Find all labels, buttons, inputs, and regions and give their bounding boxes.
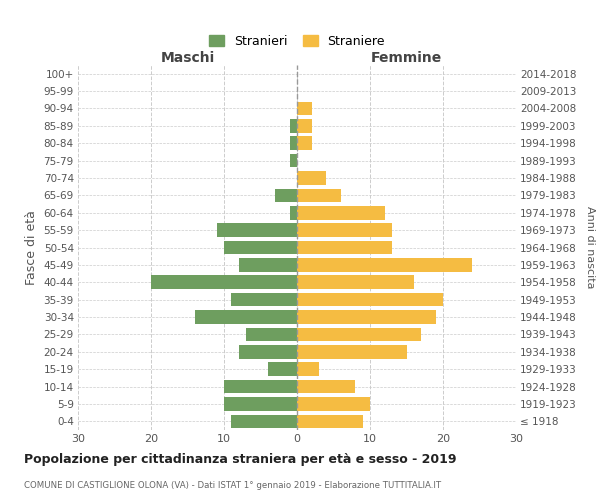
- Bar: [232, 414, 297, 428]
- Bar: [297, 276, 414, 289]
- Text: COMUNE DI CASTIGLIONE OLONA (VA) - Dati ISTAT 1° gennaio 2019 - Elaborazione TUT: COMUNE DI CASTIGLIONE OLONA (VA) - Dati …: [24, 480, 441, 490]
- Y-axis label: Fasce di età: Fasce di età: [25, 210, 38, 285]
- Bar: [290, 206, 297, 220]
- Bar: [297, 171, 326, 185]
- Bar: [297, 119, 311, 132]
- Bar: [297, 258, 472, 272]
- Bar: [224, 240, 297, 254]
- Bar: [297, 397, 370, 410]
- Bar: [224, 380, 297, 394]
- Bar: [297, 188, 341, 202]
- Bar: [297, 206, 385, 220]
- Bar: [297, 136, 311, 150]
- Bar: [290, 154, 297, 168]
- Bar: [297, 345, 407, 358]
- Bar: [297, 224, 392, 237]
- Bar: [297, 102, 311, 115]
- Bar: [297, 414, 362, 428]
- Bar: [290, 119, 297, 132]
- Bar: [239, 258, 297, 272]
- Bar: [297, 240, 392, 254]
- Bar: [268, 362, 297, 376]
- Bar: [297, 328, 421, 341]
- Bar: [297, 293, 443, 306]
- Bar: [224, 397, 297, 410]
- Text: Maschi: Maschi: [160, 51, 215, 65]
- Bar: [217, 224, 297, 237]
- Legend: Stranieri, Straniere: Stranieri, Straniere: [205, 31, 389, 52]
- Bar: [239, 345, 297, 358]
- Bar: [195, 310, 297, 324]
- Bar: [297, 380, 355, 394]
- Bar: [151, 276, 297, 289]
- Bar: [290, 136, 297, 150]
- Bar: [297, 362, 319, 376]
- Text: Popolazione per cittadinanza straniera per età e sesso - 2019: Popolazione per cittadinanza straniera p…: [24, 452, 457, 466]
- Bar: [297, 310, 436, 324]
- Y-axis label: Anni di nascita: Anni di nascita: [585, 206, 595, 289]
- Bar: [246, 328, 297, 341]
- Bar: [232, 293, 297, 306]
- Bar: [275, 188, 297, 202]
- Text: Femmine: Femmine: [371, 51, 442, 65]
